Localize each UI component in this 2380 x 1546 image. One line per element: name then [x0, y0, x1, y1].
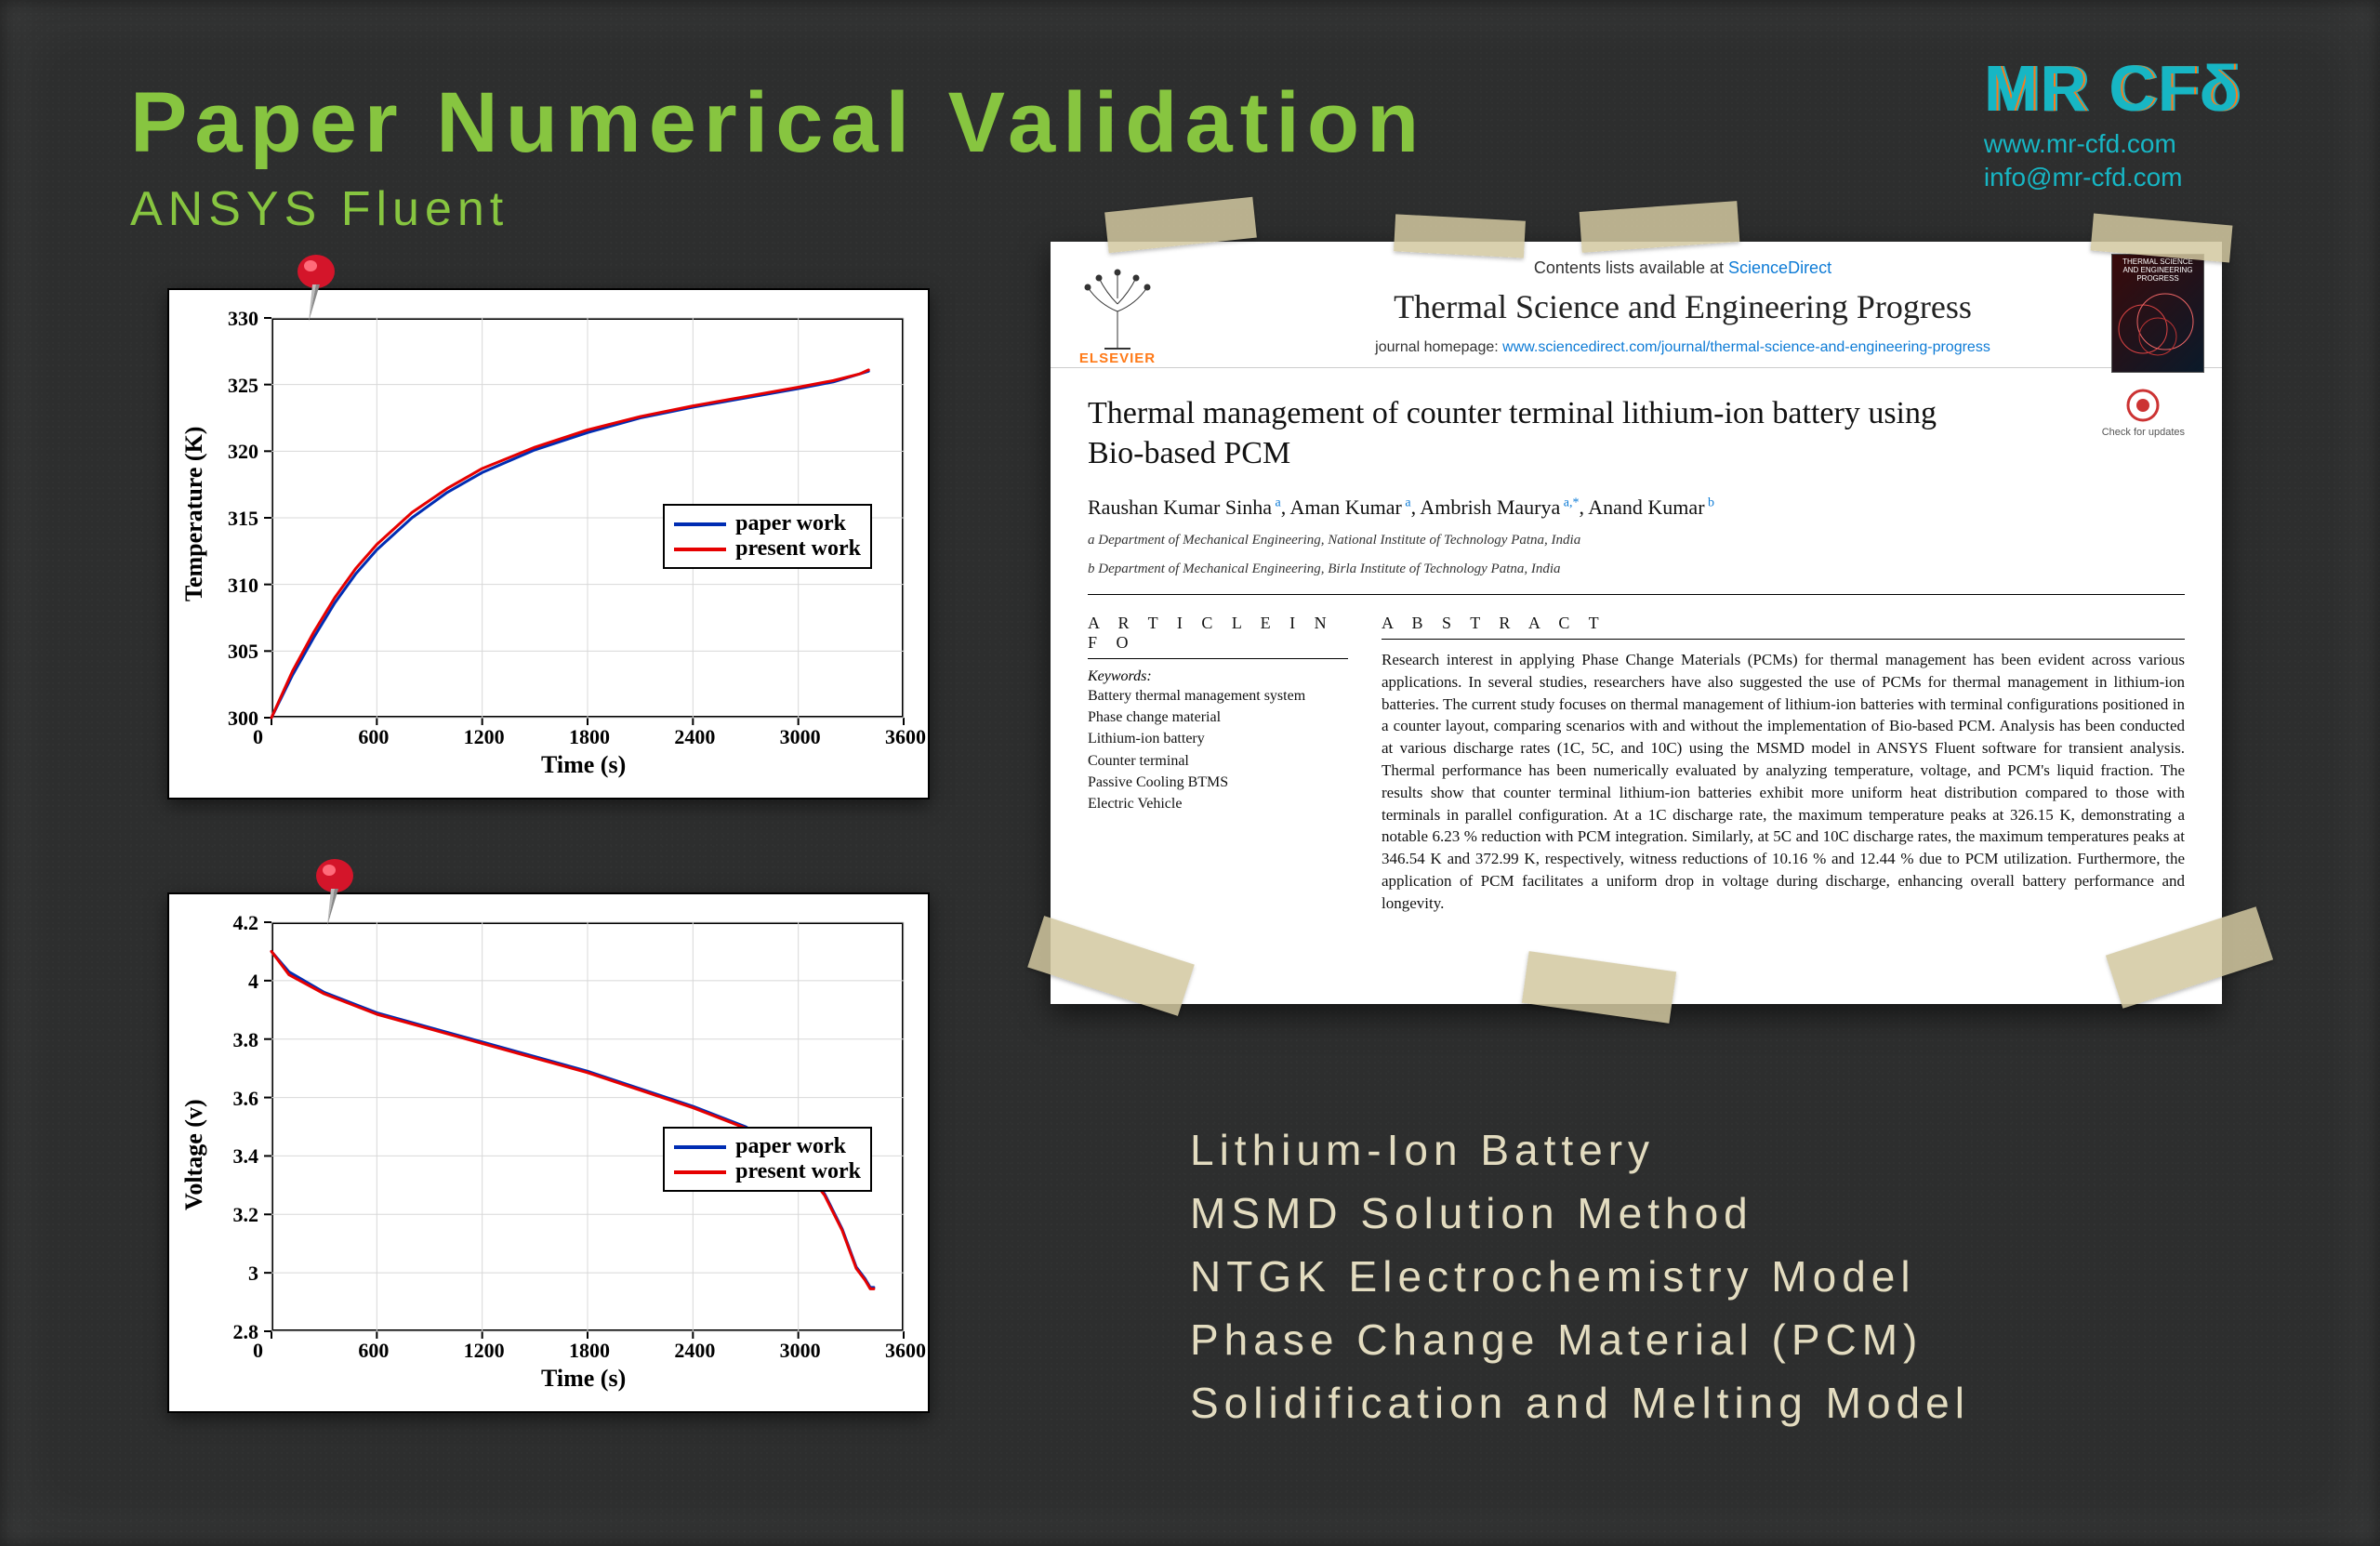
x-tick-label: 1200	[464, 1339, 505, 1363]
affiliation: b Department of Mechanical Engineering, …	[1088, 562, 2185, 577]
y-tick-label: 315	[228, 507, 258, 531]
bullet-item: NTGK Electrochemistry Model	[1190, 1251, 1970, 1302]
y-tick-label: 3	[248, 1262, 258, 1286]
keyword: Passive Cooling BTMS	[1088, 772, 1348, 793]
pushpin-icon	[288, 251, 344, 325]
journal-homepage: journal homepage: www.sciencedirect.com/…	[1181, 339, 2185, 356]
legend-label: paper work	[735, 1134, 846, 1159]
bullet-item: Solidification and Melting Model	[1190, 1378, 1970, 1428]
homepage-prefix: journal homepage:	[1375, 339, 1502, 355]
y-tick-label: 300	[228, 707, 258, 731]
paper-authors: Raushan Kumar Sinha a, Aman Kumar a, Amb…	[1088, 496, 2185, 520]
divider	[1088, 594, 2185, 595]
x-axis-label: Time (s)	[541, 751, 626, 779]
legend-label: present work	[735, 536, 861, 562]
x-tick-label: 3600	[885, 725, 926, 749]
paper-header: ELSEVIER THERMAL SCIENCEAND ENGINEERINGP…	[1051, 242, 2222, 368]
contents-line: Contents lists available at ScienceDirec…	[1181, 258, 2185, 278]
chart-voltage: 0600120018002400300036002.833.23.43.63.8…	[167, 892, 930, 1413]
y-tick-label: 330	[228, 307, 258, 331]
bullet-item: MSMD Solution Method	[1190, 1188, 1970, 1238]
elsevier-logo: ELSEVIER	[1071, 255, 1164, 366]
sciencedirect-link[interactable]: ScienceDirect	[1728, 258, 1831, 277]
article-info-head: A R T I C L E I N F O	[1088, 614, 1348, 659]
keyword: Counter terminal	[1088, 750, 1348, 772]
x-axis-label: Time (s)	[541, 1365, 626, 1393]
y-tick-label: 305	[228, 640, 258, 664]
bullet-item: Phase Change Material (PCM)	[1190, 1315, 1970, 1365]
check-updates-badge[interactable]: Check for updates	[2102, 387, 2185, 438]
legend-label: paper work	[735, 511, 846, 536]
legend-entry: paper work	[674, 1134, 861, 1159]
homepage-link[interactable]: www.sciencedirect.com/journal/thermal-sc…	[1502, 339, 1990, 355]
logo-text: MR CFδ	[1984, 51, 2241, 126]
keywords-list: Battery thermal management systemPhase c…	[1088, 685, 1348, 814]
y-axis-label: Voltage (v)	[180, 1099, 208, 1210]
page-subtitle: ANSYS Fluent	[130, 181, 509, 237]
x-tick-label: 600	[358, 1339, 389, 1363]
legend-label: present work	[735, 1159, 861, 1184]
x-tick-label: 3000	[780, 725, 821, 749]
abstract-head: A B S T R A C T	[1382, 614, 2185, 640]
x-tick-label: 1800	[569, 725, 610, 749]
contents-prefix: Contents lists available at	[1534, 258, 1728, 277]
abstract-column: A B S T R A C T Research interest in app…	[1382, 614, 2185, 915]
journal-cover-thumb: THERMAL SCIENCEAND ENGINEERINGPROGRESS	[2112, 255, 2203, 372]
x-tick-label: 3000	[780, 1339, 821, 1363]
x-tick-label: 1200	[464, 725, 505, 749]
y-tick-label: 310	[228, 574, 258, 598]
x-tick-label: 2400	[674, 725, 715, 749]
legend-swatch	[674, 522, 726, 526]
legend-entry: present work	[674, 1159, 861, 1184]
legend-swatch	[674, 548, 726, 551]
x-tick-label: 3600	[885, 1339, 926, 1363]
y-tick-label: 3.4	[233, 1144, 259, 1169]
paper-screenshot: ELSEVIER THERMAL SCIENCEAND ENGINEERINGP…	[1051, 242, 2222, 1004]
keyword: Phase change material	[1088, 707, 1348, 728]
keyword: Battery thermal management system	[1088, 685, 1348, 707]
y-axis-label: Temperature (K)	[180, 427, 208, 601]
paper-body: Check for updates Thermal management of …	[1051, 368, 2222, 915]
chart-legend: paper workpresent work	[663, 1127, 872, 1192]
y-tick-label: 2.8	[233, 1320, 259, 1344]
legend-entry: present work	[674, 536, 861, 562]
y-tick-label: 4	[248, 970, 258, 994]
y-tick-label: 4.2	[233, 911, 259, 935]
paper-title: Thermal management of counter terminal l…	[1088, 394, 1943, 473]
article-info-column: A R T I C L E I N F O Keywords: Battery …	[1088, 614, 1348, 915]
journal-name: Thermal Science and Engineering Progress	[1181, 287, 2185, 326]
x-tick-label: 2400	[674, 1339, 715, 1363]
x-tick-label: 1800	[569, 1339, 610, 1363]
chart-legend: paper workpresent work	[663, 504, 872, 569]
keyword: Lithium-ion battery	[1088, 728, 1348, 749]
bullet-item: Lithium-Ion Battery	[1190, 1125, 1970, 1175]
tape-piece	[1394, 214, 1526, 258]
paper-affiliations: a Department of Mechanical Engineering, …	[1088, 533, 2185, 577]
pushpin-icon	[307, 855, 363, 930]
legend-entry: paper work	[674, 511, 861, 536]
check-updates-label: Check for updates	[2102, 427, 2185, 438]
y-tick-label: 3.6	[233, 1087, 259, 1111]
x-tick-label: 600	[358, 725, 389, 749]
logo-block: MR CFδ www.mr-cfd.com info@mr-cfd.com	[1984, 51, 2241, 192]
keyword: Electric Vehicle	[1088, 793, 1348, 814]
abstract-text: Research interest in applying Phase Chan…	[1382, 649, 2185, 915]
logo-website: www.mr-cfd.com	[1984, 129, 2241, 159]
publisher-label: ELSEVIER	[1079, 350, 1156, 366]
chart-temperature: 0600120018002400300036003003053103153203…	[167, 288, 930, 799]
topic-bullets: Lithium-Ion Battery MSMD Solution Method N…	[1190, 1125, 1970, 1441]
keywords-label: Keywords:	[1088, 668, 1348, 685]
page-title: Paper Numerical Validation	[130, 74, 1426, 172]
affiliation: a Department of Mechanical Engineering, …	[1088, 533, 2185, 548]
y-tick-label: 320	[228, 440, 258, 464]
logo-email: info@mr-cfd.com	[1984, 163, 2241, 192]
legend-swatch	[674, 1145, 726, 1149]
y-tick-label: 3.8	[233, 1028, 259, 1052]
y-tick-label: 325	[228, 374, 258, 398]
y-tick-label: 3.2	[233, 1203, 259, 1227]
legend-swatch	[674, 1170, 726, 1174]
